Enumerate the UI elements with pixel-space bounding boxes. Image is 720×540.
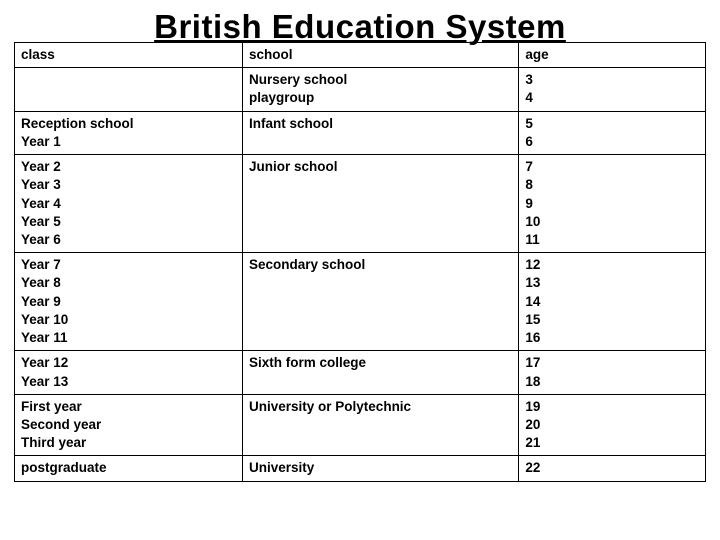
cell-school: Secondary school (243, 253, 519, 351)
cell-school: Sixth form college (243, 351, 519, 394)
table-row: First year Second year Third year Univer… (15, 394, 706, 456)
cell-class (15, 68, 243, 111)
education-table: class school age Nursery school playgrou… (14, 42, 706, 482)
cell-school: Infant school (243, 111, 519, 154)
cell-class: Year 2 Year 3 Year 4 Year 5 Year 6 (15, 155, 243, 253)
cell-age: 22 (519, 456, 706, 481)
table-header-row: class school age (15, 43, 706, 68)
cell-school: University (243, 456, 519, 481)
page-title: British Education System (14, 8, 706, 46)
table-row: Nursery school playgroup 3 4 (15, 68, 706, 111)
cell-age: 19 20 21 (519, 394, 706, 456)
table-row: Year 7 Year 8 Year 9 Year 10 Year 11 Sec… (15, 253, 706, 351)
header-school: school (243, 43, 519, 68)
header-age: age (519, 43, 706, 68)
table-row: Year 12 Year 13 Sixth form college 17 18 (15, 351, 706, 394)
cell-class: Year 7 Year 8 Year 9 Year 10 Year 11 (15, 253, 243, 351)
header-class: class (15, 43, 243, 68)
cell-school: University or Polytechnic (243, 394, 519, 456)
cell-age: 3 4 (519, 68, 706, 111)
cell-class: Reception school Year 1 (15, 111, 243, 154)
cell-school: Junior school (243, 155, 519, 253)
cell-class: postgraduate (15, 456, 243, 481)
cell-class: First year Second year Third year (15, 394, 243, 456)
cell-class: Year 12 Year 13 (15, 351, 243, 394)
cell-age: 5 6 (519, 111, 706, 154)
table-row: Reception school Year 1 Infant school 5 … (15, 111, 706, 154)
cell-age: 17 18 (519, 351, 706, 394)
cell-age: 7 8 9 10 11 (519, 155, 706, 253)
cell-age: 12 13 14 15 16 (519, 253, 706, 351)
table-row: Year 2 Year 3 Year 4 Year 5 Year 6 Junio… (15, 155, 706, 253)
cell-school: Nursery school playgroup (243, 68, 519, 111)
table-row: postgraduate University 22 (15, 456, 706, 481)
